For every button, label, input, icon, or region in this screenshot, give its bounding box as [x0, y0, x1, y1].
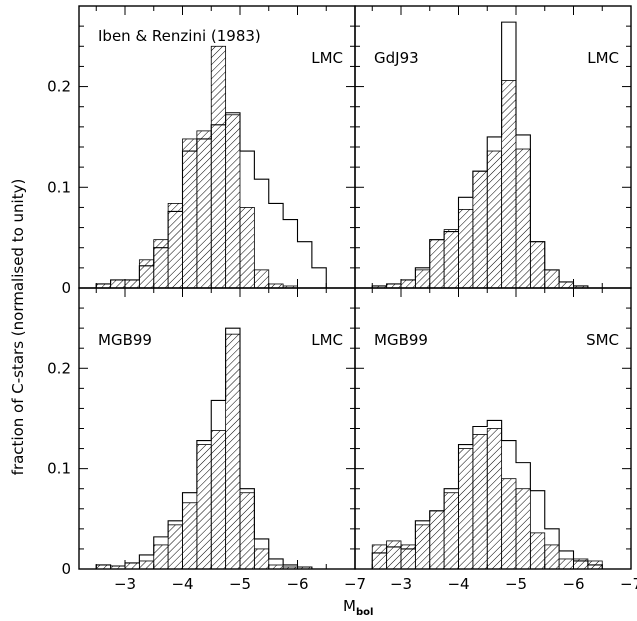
observed-bar — [182, 138, 198, 289]
panel-gdj93: GdJ93 LMC — [354, 5, 632, 289]
y-tick-label: 0.2 — [47, 359, 71, 377]
observed-bar — [501, 80, 517, 289]
x-tick-label: −3 — [390, 575, 412, 593]
observed-bar — [124, 279, 140, 289]
model-histogram-line — [371, 21, 603, 289]
observed-bar — [196, 130, 212, 289]
observed-bar — [458, 448, 474, 570]
observed-bar — [210, 430, 227, 570]
observed-bar — [429, 510, 445, 570]
observed-bar — [529, 532, 546, 570]
observed-bar — [458, 209, 474, 289]
x-tick-label: −6 — [286, 575, 308, 593]
y-axis-label: fraction of C-stars (normalised to unity… — [9, 179, 27, 476]
observed-bar — [153, 544, 169, 570]
observed-bar — [124, 562, 140, 570]
x-tick-label: −5 — [505, 575, 527, 593]
observed-bar — [558, 281, 574, 289]
observed-bar — [210, 45, 227, 289]
observed-bar — [196, 444, 212, 570]
panel-label-right: LMC — [311, 331, 343, 349]
y-tick-label: 0.1 — [47, 178, 71, 196]
panel-label-left: GdJ93 — [374, 49, 419, 67]
observed-bar — [414, 524, 431, 570]
observed-bar — [225, 333, 241, 570]
model-histogram-line — [95, 112, 327, 289]
y-tick-label: 0 — [61, 560, 71, 578]
observed-bar — [225, 114, 241, 289]
observed-bar — [429, 239, 445, 289]
observed-bar — [558, 558, 574, 570]
x-tick-label: −7 — [344, 575, 366, 593]
observed-bar — [153, 239, 169, 289]
observed-bar — [371, 544, 388, 570]
observed-bar — [386, 540, 402, 570]
observed-bar — [443, 229, 459, 289]
observed-bar — [253, 548, 270, 570]
x-tick-label: −5 — [229, 575, 251, 593]
panel-label-left: Iben & Renzini (1983) — [98, 27, 261, 45]
observed-bar — [515, 488, 531, 570]
observed-bar — [515, 148, 531, 289]
model-histogram-line — [95, 327, 327, 570]
model-histogram-line — [371, 419, 603, 570]
x-axis-label: Mbol — [343, 597, 373, 618]
x-tick-label: −4 — [171, 575, 193, 593]
observed-bar — [138, 259, 155, 289]
x-axis-label-sub: bol — [356, 607, 373, 618]
observed-bar — [486, 150, 503, 289]
observed-bar — [443, 492, 459, 570]
panel-label-left: MGB99 — [98, 331, 152, 349]
observed-bar — [544, 544, 560, 570]
observed-bar — [400, 279, 416, 289]
panel-iben-renzini: Iben & Renzini (1983) LMC 0 0.1 0.2 — [47, 5, 356, 297]
y-tick-label: 0 — [61, 279, 71, 297]
observed-bar — [472, 434, 488, 570]
observed-bar — [544, 269, 560, 289]
observed-bar — [486, 428, 503, 570]
y-tick-label: 0.1 — [47, 460, 71, 478]
observed-bar — [239, 492, 255, 570]
observed-bar — [501, 478, 517, 570]
observed-bar — [529, 241, 546, 289]
panel-mgb99-lmc: MGB99 LMC 0 0.1 0.2 −3 −4 −5 −6 −7 — [47, 287, 366, 593]
observed-bar — [253, 269, 270, 289]
observed-bar — [414, 269, 431, 289]
observed-bar — [472, 170, 488, 289]
panel-label-right: LMC — [587, 49, 619, 67]
x-axis-label-main: M — [343, 597, 356, 615]
observed-bar — [167, 524, 183, 570]
panel-mgb99-smc: MGB99 SMC −3 −4 −5 −6 −7 — [354, 287, 637, 593]
panel-label-right: SMC — [586, 331, 619, 349]
x-tick-label: −6 — [562, 575, 584, 593]
panel-frame — [354, 287, 632, 570]
panel-label-left: MGB99 — [374, 331, 428, 349]
observed-bar — [239, 207, 255, 289]
observed-bar — [110, 279, 126, 289]
observed-bar — [167, 202, 183, 289]
observed-bar — [182, 502, 198, 570]
x-tick-label: −3 — [114, 575, 136, 593]
x-tick-label: −7 — [620, 575, 637, 593]
observed-bar — [138, 560, 155, 570]
y-tick-label: 0.2 — [47, 78, 71, 96]
panel-label-right: LMC — [311, 49, 343, 67]
x-tick-label: −4 — [447, 575, 469, 593]
